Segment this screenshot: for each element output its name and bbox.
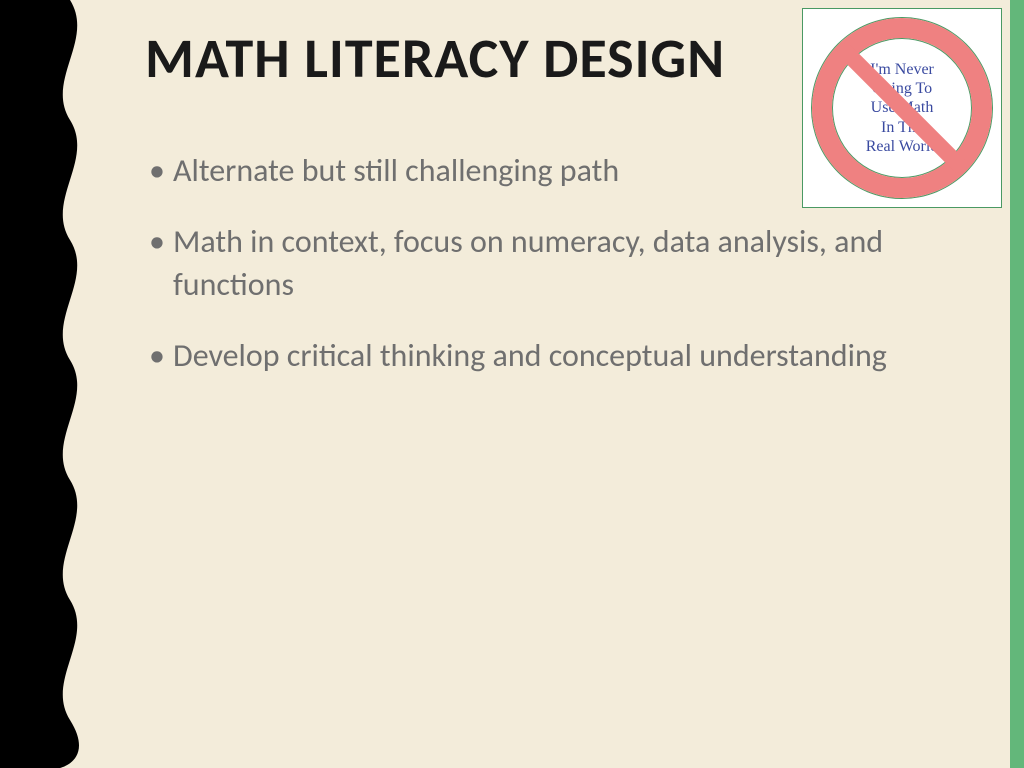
left-wave-decoration: [0, 0, 110, 768]
bullet-item: Develop critical thinking and conceptual…: [145, 334, 925, 377]
slide: MATH LITERACY DESIGN Alternate but still…: [0, 0, 1024, 768]
right-green-bar: [1010, 0, 1024, 768]
badge-inner: I'm Never Going To Use Math In The Real …: [812, 18, 992, 198]
no-symbol-badge: I'm Never Going To Use Math In The Real …: [802, 8, 1002, 208]
slide-title: MATH LITERACY DESIGN: [145, 30, 765, 89]
prohibition-slash-icon: [812, 18, 992, 198]
bullet-item: Math in context, focus on numeracy, data…: [145, 220, 925, 306]
